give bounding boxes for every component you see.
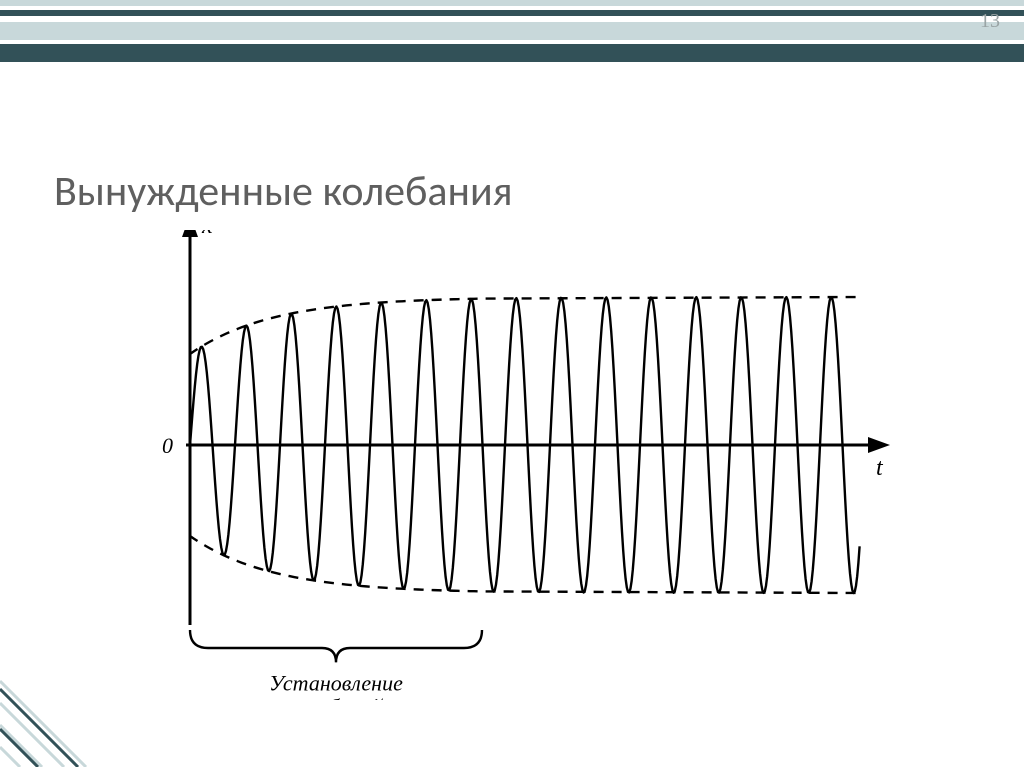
header-band-4 <box>0 44 1024 62</box>
x-axis-label: t <box>876 455 884 481</box>
header-band-2 <box>0 10 1024 16</box>
corner-decorative-lines <box>0 607 160 767</box>
caption-line-1: Установление <box>269 670 403 695</box>
forced-oscillation-diagram: x t 0 Установлениеколебаний <box>112 230 912 700</box>
y-axis-label: x <box>201 230 213 239</box>
caption-line-2: колебаний <box>289 694 384 700</box>
header-band-1 <box>0 0 1024 6</box>
slide-title: Вынужденные колебания <box>54 166 513 217</box>
origin-label: 0 <box>162 433 173 458</box>
transient-brace <box>190 630 482 662</box>
page-number: 13 <box>980 10 1000 33</box>
header-band-3 <box>0 22 1024 40</box>
header-bands <box>0 0 1024 64</box>
